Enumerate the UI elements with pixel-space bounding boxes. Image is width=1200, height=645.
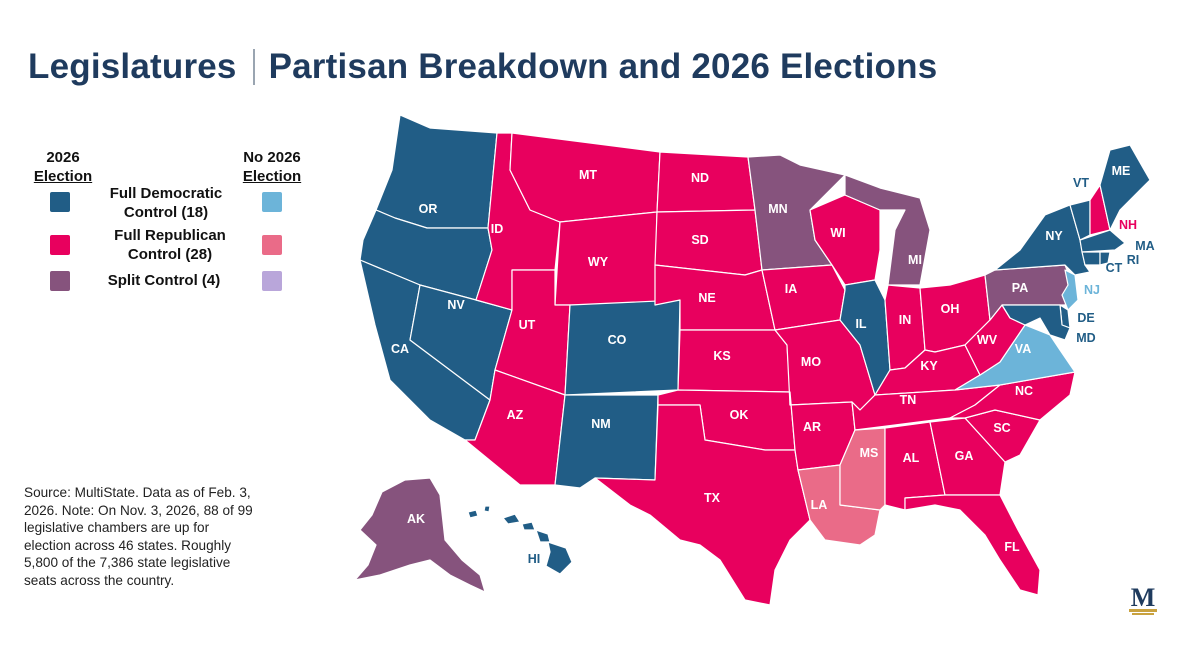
state-label-ia: IA [785, 282, 798, 296]
state-label-nj: NJ [1084, 283, 1100, 297]
legend-label-split: Split Control (4) [107, 272, 221, 289]
legend-swatch-dem [50, 192, 70, 212]
state-label-de: DE [1077, 311, 1094, 325]
legend-swatch-split [50, 271, 70, 291]
title-right: Partisan Breakdown and 2026 Elections [268, 47, 938, 86]
state-ct [1081, 251, 1101, 266]
state-label-pa: PA [1012, 281, 1028, 295]
state-label-oh: OH [941, 302, 960, 316]
logo-letter: M [1131, 583, 1156, 612]
state-label-il: IL [855, 317, 866, 331]
state-label-mn: MN [768, 202, 787, 216]
legend-swatch-split-no [262, 271, 282, 291]
state-label-hi: HI [528, 552, 541, 566]
state-md [1001, 304, 1071, 341]
state-label-md: MD [1076, 331, 1095, 345]
state-label-ma: MA [1135, 239, 1154, 253]
state-label-nc: NC [1015, 384, 1033, 398]
state-label-mt: MT [579, 168, 597, 182]
state-label-mi: MI [908, 253, 922, 267]
state-ma [1079, 229, 1126, 253]
state-label-nd: ND [691, 171, 709, 185]
state-label-nh: NH [1119, 218, 1137, 232]
logo-bar [1129, 609, 1157, 612]
state-label-sc: SC [993, 421, 1010, 435]
state-hi [467, 505, 573, 575]
page-title: Legislatures Partisan Breakdown and 2026… [28, 44, 937, 90]
state-labels: OR CA NV ID MT WY UT AZ CO NM ND SD NE KS OK TX MN IA MO AR… [391, 164, 1155, 566]
state-label-wv: WV [977, 333, 998, 347]
state-ks [677, 329, 791, 393]
state-label-ms: MS [860, 446, 879, 460]
legend-header-election: 2026 Election [33, 149, 93, 185]
state-label-in: IN [899, 313, 912, 327]
logo-bar [1132, 613, 1154, 615]
state-label-nm: NM [591, 417, 610, 431]
state-label-mo: MO [801, 355, 821, 369]
state-label-sd: SD [691, 233, 708, 247]
state-label-me: ME [1112, 164, 1131, 178]
state-label-ks: KS [713, 349, 730, 363]
legend-swatch-rep [50, 235, 70, 255]
legend-label-rep: Full Republican Control (28) [114, 227, 226, 263]
state-label-wy: WY [588, 255, 609, 269]
state-label-co: CO [608, 333, 627, 347]
state-label-or: OR [419, 202, 438, 216]
title-left: Legislatures [28, 47, 237, 86]
legend-swatch-dem-no [262, 192, 282, 212]
state-label-ky: KY [920, 359, 938, 373]
state-label-wi: WI [830, 226, 845, 240]
state-label-ar: AR [803, 420, 821, 434]
state-label-al: AL [903, 451, 920, 465]
state-ri [1099, 251, 1111, 266]
state-label-tn: TN [900, 393, 917, 407]
state-label-ok: OK [730, 408, 749, 422]
state-label-id: ID [491, 222, 504, 236]
state-label-az: AZ [507, 408, 524, 422]
legend-swatch-rep-no [262, 235, 282, 255]
state-label-va: VA [1015, 342, 1031, 356]
state-co [564, 299, 681, 396]
state-label-ri: RI [1127, 253, 1140, 267]
state-label-la: LA [811, 498, 828, 512]
state-label-ny: NY [1045, 229, 1063, 243]
state-fl [904, 494, 1041, 596]
state-tx [594, 404, 811, 606]
state-label-ca: CA [391, 342, 409, 356]
legend-label-dem: Full Democratic Control (18) [109, 185, 223, 221]
state-label-nv: NV [447, 298, 465, 312]
source-note: Source: MultiState. Data as of Feb. 3, 2… [24, 485, 253, 588]
state-label-fl: FL [1004, 540, 1020, 554]
state-ia [761, 264, 846, 331]
legend-header-no-election: No 2026 Election [242, 149, 302, 185]
state-label-ak: AK [407, 512, 425, 526]
state-nm [554, 394, 659, 489]
multistate-logo: M [1129, 583, 1157, 615]
state-label-tx: TX [704, 491, 721, 505]
state-label-ct: CT [1106, 261, 1123, 275]
state-nc [949, 371, 1076, 421]
state-ga [929, 417, 1006, 496]
state-label-ne: NE [698, 291, 715, 305]
state-ak [354, 477, 486, 593]
state-label-vt: VT [1073, 176, 1089, 190]
state-label-ut: UT [519, 318, 536, 332]
title-divider [252, 49, 255, 85]
state-label-ga: GA [955, 449, 974, 463]
